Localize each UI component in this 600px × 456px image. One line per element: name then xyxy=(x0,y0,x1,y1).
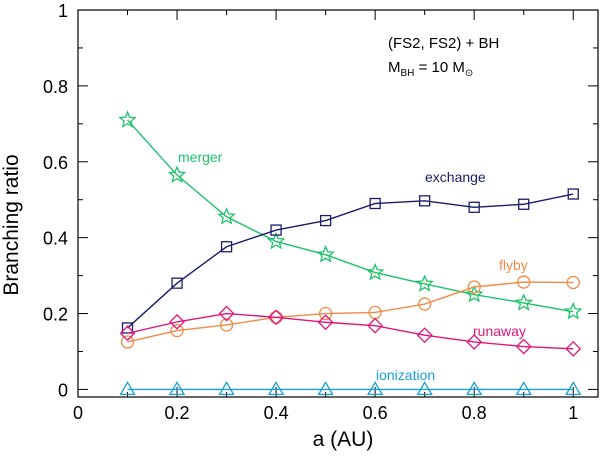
data-point-runaway xyxy=(169,313,185,330)
series-merger xyxy=(118,110,583,320)
data-point-ionization xyxy=(367,381,384,396)
series-line-merger xyxy=(126,119,574,313)
data-point-flyby xyxy=(517,275,531,289)
data-point-exchange xyxy=(220,241,233,253)
data-point-ionization xyxy=(565,381,582,396)
series-label-flyby: flyby xyxy=(499,257,528,273)
data-point-ionization xyxy=(466,381,483,396)
data-point-merger xyxy=(365,262,385,281)
series-label-runaway: runaway xyxy=(473,323,526,339)
series-label-exchange: exchange xyxy=(425,169,486,185)
data-point-runaway xyxy=(218,305,235,322)
data-point-runaway xyxy=(515,338,532,355)
y-tick-label: 1 xyxy=(58,1,68,21)
series-line-exchange xyxy=(127,193,574,329)
data-point-exchange xyxy=(419,195,431,207)
data-point-exchange xyxy=(567,188,579,200)
x-tick-label: 0.6 xyxy=(363,403,388,423)
data-point-ionization xyxy=(218,381,235,396)
data-point-ionization xyxy=(515,381,532,396)
data-point-merger xyxy=(415,274,434,292)
series-line-flyby xyxy=(127,281,574,343)
data-point-exchange xyxy=(518,198,530,210)
x-tick-label: 0 xyxy=(73,403,83,423)
data-point-runaway xyxy=(367,317,384,334)
data-point-merger xyxy=(167,165,187,183)
y-tick-label: 0 xyxy=(58,380,68,400)
data-point-exchange xyxy=(319,214,332,227)
data-point-exchange xyxy=(171,277,183,289)
data-point-flyby xyxy=(170,323,184,338)
y-tick-label: 0.8 xyxy=(43,77,68,97)
data-point-merger xyxy=(514,293,533,311)
data-point-ionization xyxy=(267,381,285,396)
data-point-ionization xyxy=(119,381,136,396)
data-point-runaway xyxy=(268,309,285,326)
data-point-runaway xyxy=(565,340,582,357)
data-point-flyby xyxy=(219,318,234,332)
data-point-flyby xyxy=(467,280,481,294)
series-line-runaway xyxy=(127,312,574,350)
plot-frame xyxy=(77,9,599,398)
series-runaway xyxy=(119,305,582,357)
series-ionization xyxy=(119,381,582,396)
x-tick-label: 1 xyxy=(568,403,578,423)
data-point-ionization xyxy=(416,381,433,396)
data-point-exchange xyxy=(468,201,480,213)
annotation-line-1: (FS2, FS2) + BH xyxy=(388,35,499,52)
y-tick-label: 0.4 xyxy=(43,229,68,249)
x-tick-label: 0.4 xyxy=(264,403,289,423)
series-label-merger: merger xyxy=(178,149,223,165)
data-point-exchange xyxy=(369,197,381,210)
data-point-exchange xyxy=(270,224,282,236)
data-point-merger xyxy=(564,301,583,320)
data-point-merger xyxy=(217,207,236,225)
data-point-merger xyxy=(118,110,137,128)
y-axis-title: Branching ratio xyxy=(0,154,23,295)
data-point-runaway xyxy=(416,327,433,344)
data-point-runaway xyxy=(466,334,483,350)
x-tick-label: 0.2 xyxy=(165,403,190,423)
annotation-line-2: MBH = 10 M⊙ xyxy=(388,59,473,79)
data-point-flyby xyxy=(566,275,580,290)
y-tick-label: 0.2 xyxy=(43,305,68,325)
data-point-merger xyxy=(266,231,286,250)
data-point-flyby xyxy=(318,306,333,321)
data-point-flyby xyxy=(418,297,432,311)
series-label-ionization: ionization xyxy=(376,367,435,383)
series-exchange xyxy=(121,188,579,334)
data-point-runaway xyxy=(317,314,334,331)
data-point-runaway xyxy=(119,325,136,342)
y-tick-label: 0.6 xyxy=(43,153,68,173)
x-tick-label: 0.8 xyxy=(462,403,487,423)
x-axis-title: a (AU) xyxy=(313,428,374,451)
data-point-ionization xyxy=(168,381,186,396)
data-point-merger xyxy=(316,245,335,263)
data-point-merger xyxy=(464,284,484,303)
data-point-flyby xyxy=(120,335,135,349)
data-point-ionization xyxy=(317,381,334,396)
